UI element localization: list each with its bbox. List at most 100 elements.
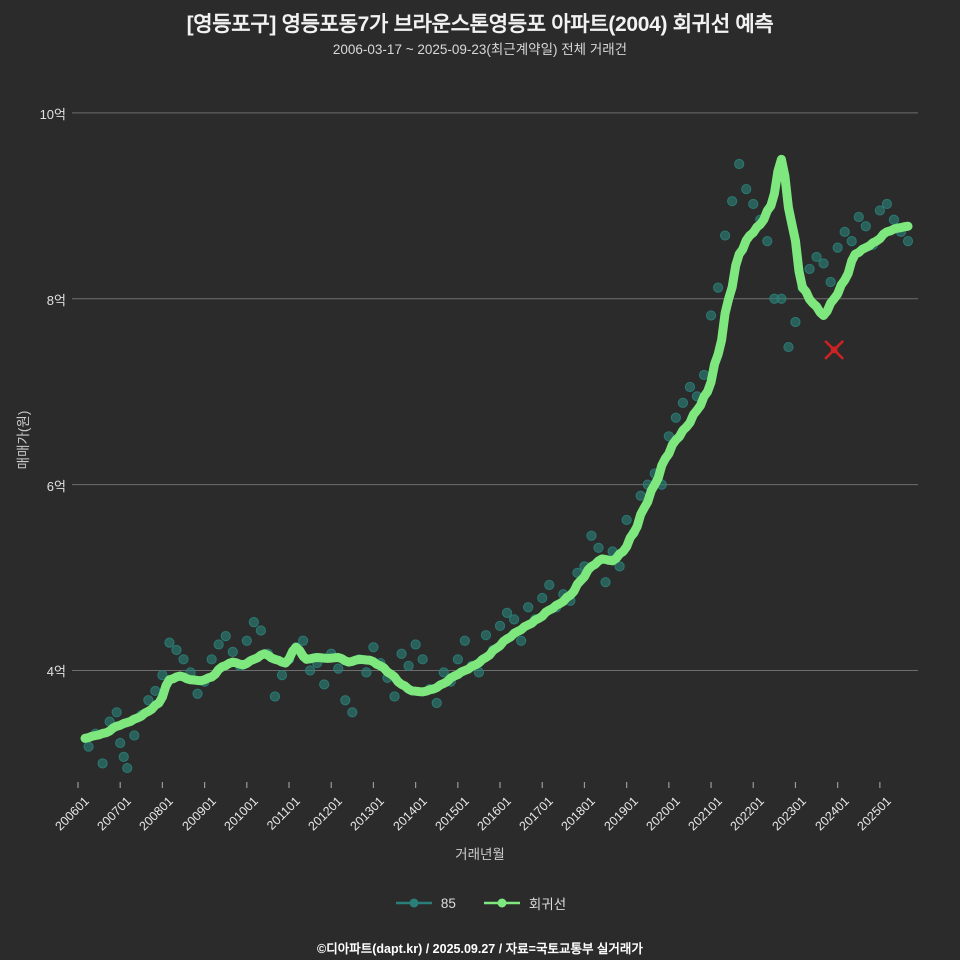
scatter-point xyxy=(459,635,470,646)
scatter-point xyxy=(122,762,133,774)
scatter-point xyxy=(804,263,815,275)
scatter-point xyxy=(305,665,316,676)
footer-credit: ©디아파트(dapt.kr) / 2025.09.27 / 자료=국토교통부 실… xyxy=(317,942,643,956)
scatter-point xyxy=(825,276,836,288)
scatter-point xyxy=(902,236,914,247)
scatter-point xyxy=(523,602,534,613)
scatter-point xyxy=(895,226,907,237)
scatter-point xyxy=(368,642,379,653)
scatter-point xyxy=(417,654,428,665)
scatter-point xyxy=(769,293,780,304)
scatter-point xyxy=(255,625,266,636)
scatter-point xyxy=(111,707,122,718)
scatter-point xyxy=(537,592,548,604)
scatter-point xyxy=(670,412,681,423)
scatter-point xyxy=(97,758,108,769)
scatter-point xyxy=(262,648,274,659)
scatter-point xyxy=(698,369,710,381)
y-tick-label-1: 8억 xyxy=(46,292,66,308)
scatter-point xyxy=(312,657,323,669)
scatter-point xyxy=(755,214,766,225)
scatter-point xyxy=(487,644,499,656)
scatter-point xyxy=(509,614,520,625)
chart-legend: 85 회귀선 xyxy=(0,893,960,913)
scatter-point xyxy=(410,639,421,650)
scatter-point xyxy=(691,391,703,402)
scatter-point xyxy=(663,431,674,442)
scatter-point xyxy=(178,654,189,665)
scatter-point xyxy=(115,737,126,749)
scatter-point xyxy=(797,282,808,293)
scatter-point xyxy=(600,577,611,588)
scatter-point xyxy=(642,479,653,490)
scatter-point xyxy=(790,316,801,328)
scatter-point xyxy=(741,183,752,195)
scatter-point xyxy=(712,282,724,293)
axis-tick-marks xyxy=(77,782,881,788)
scatter-point xyxy=(832,242,843,253)
y-tick-label-0: 10억 xyxy=(39,106,66,122)
y-tick-label-2: 6억 xyxy=(46,478,66,494)
scatter-point xyxy=(656,479,667,490)
legend-swatch-regression-icon xyxy=(483,898,520,908)
scatter-point xyxy=(199,676,210,687)
prediction-marker-layer xyxy=(824,339,845,360)
legend-label-1: 회귀선 xyxy=(528,897,567,912)
y-tick-label-3: 4억 xyxy=(46,664,66,680)
scatter-point xyxy=(220,630,231,642)
scatter-point xyxy=(129,730,140,741)
scatter-point xyxy=(347,707,358,718)
scatter-point xyxy=(734,158,745,170)
scatter-point xyxy=(104,716,115,727)
scatter-point xyxy=(157,670,168,681)
scatter-point xyxy=(649,468,660,479)
scatter-point xyxy=(762,236,773,247)
scatter-point xyxy=(677,397,689,408)
scatter-point xyxy=(776,293,787,304)
scatter-point xyxy=(480,630,492,641)
scatter-point xyxy=(213,639,224,650)
scatter-point xyxy=(396,648,407,659)
scatter-point xyxy=(83,741,94,752)
scatter-point xyxy=(241,635,252,646)
scatter-point xyxy=(720,230,731,241)
scatter-point xyxy=(403,660,414,671)
scatter-point xyxy=(375,657,386,669)
scatter-point xyxy=(783,341,794,353)
scatter-point xyxy=(635,490,646,501)
scatter-point xyxy=(389,691,400,702)
scatter-point xyxy=(192,688,203,699)
x-axis-label: 거래년월 xyxy=(455,847,505,862)
scatter-point xyxy=(150,685,161,697)
legend-item-1[interactable]: 회귀선 xyxy=(482,893,566,913)
scatter-point xyxy=(551,602,562,613)
scatter-point xyxy=(361,667,372,678)
scatter-point xyxy=(333,663,344,674)
scatter-point xyxy=(846,236,857,247)
chart-subtitle: 2006-03-17 ~ 2025-09-23(최근계약일) 전체 거래건 xyxy=(332,42,628,57)
scatter-point xyxy=(90,728,101,739)
scatter-point xyxy=(881,198,892,210)
scatter-point xyxy=(234,660,245,671)
scatter-point xyxy=(501,607,513,618)
legend-item-0[interactable]: 85 xyxy=(394,896,456,911)
scatter-point xyxy=(466,660,477,671)
scatter-point xyxy=(290,642,302,653)
scatter-point xyxy=(248,617,259,628)
scatter-point xyxy=(705,310,717,321)
regression-line xyxy=(80,154,913,743)
scatter-point xyxy=(438,667,449,678)
scatter-point xyxy=(143,695,154,706)
scatter-point xyxy=(565,595,576,606)
scatter-point xyxy=(572,567,583,579)
scatter-point xyxy=(558,589,569,600)
scatter-point xyxy=(586,530,597,541)
scatter-point xyxy=(206,654,217,665)
scatter-point xyxy=(811,251,822,263)
scatter-point xyxy=(614,561,625,572)
scatter-point xyxy=(839,226,850,237)
scatter-point xyxy=(276,670,288,681)
scatter-point xyxy=(593,542,604,553)
page-title: [영등포구] 영등포동7가 브라운스톤영등포 아파트(2004) 회귀선 예측 xyxy=(186,13,774,36)
